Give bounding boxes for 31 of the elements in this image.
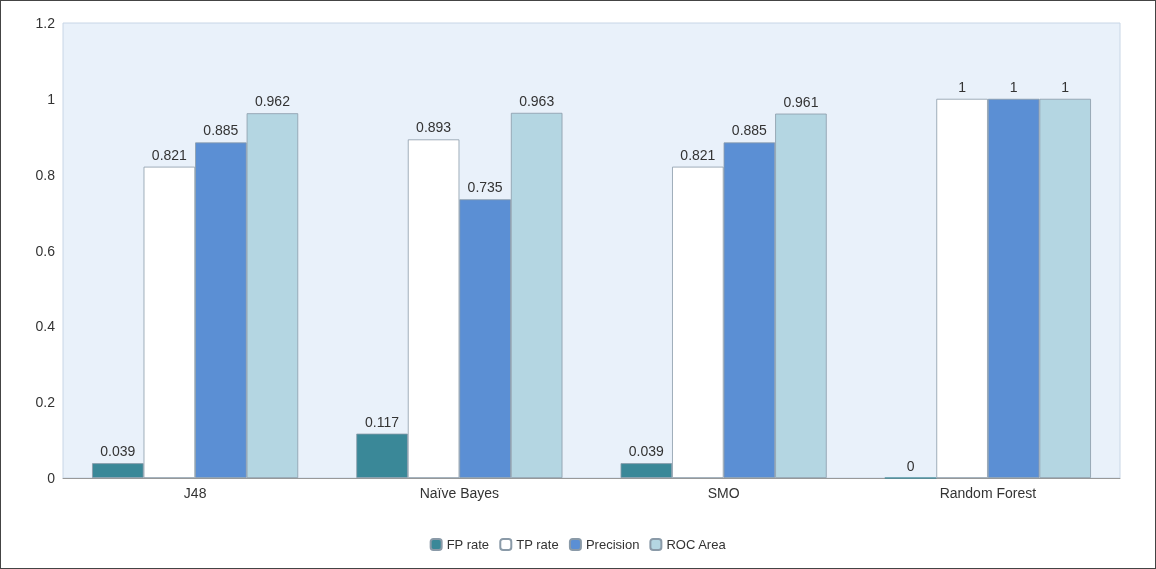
x-tick-label: SMO [707, 485, 740, 501]
data-label: 0.821 [151, 146, 188, 163]
x-tick-label: Random Forest [939, 485, 1037, 501]
x-tick-label: J48 [183, 485, 207, 501]
legend-label: FP rate [446, 537, 490, 552]
y-tick-label: 0.4 [35, 318, 56, 335]
data-label: 0.117 [365, 413, 400, 430]
data-label: 0.963 [519, 92, 555, 109]
data-label: 0.885 [203, 122, 239, 139]
legend-label: TP rate [516, 537, 559, 552]
data-label: 1 [1009, 78, 1018, 95]
data-label: 0.039 [628, 443, 665, 460]
y-tick-label: 0.8 [35, 166, 56, 183]
y-tick-label: 0 [47, 470, 56, 486]
data-label: 0.893 [416, 119, 452, 136]
data-label: 0.961 [783, 93, 819, 110]
y-tick-label: 1.2 [35, 15, 56, 31]
data-label: 0.962 [254, 93, 291, 110]
legend-label: Precision [585, 537, 640, 552]
data-label: 1 [1061, 78, 1070, 95]
data-label: 0 [906, 457, 915, 474]
y-tick-label: 0.6 [35, 242, 56, 259]
legend-label: ROC Area [666, 537, 727, 552]
data-label: 0.039 [100, 443, 136, 460]
x-tick-label: Naïve Bayes [419, 485, 500, 501]
y-tick-label: 1 [47, 90, 56, 107]
y-tick-label: 0.2 [35, 394, 56, 411]
data-label: 0.821 [680, 146, 716, 163]
data-label: 0.735 [467, 179, 503, 196]
data-label: 1 [958, 78, 967, 95]
data-label: 0.885 [731, 122, 768, 139]
